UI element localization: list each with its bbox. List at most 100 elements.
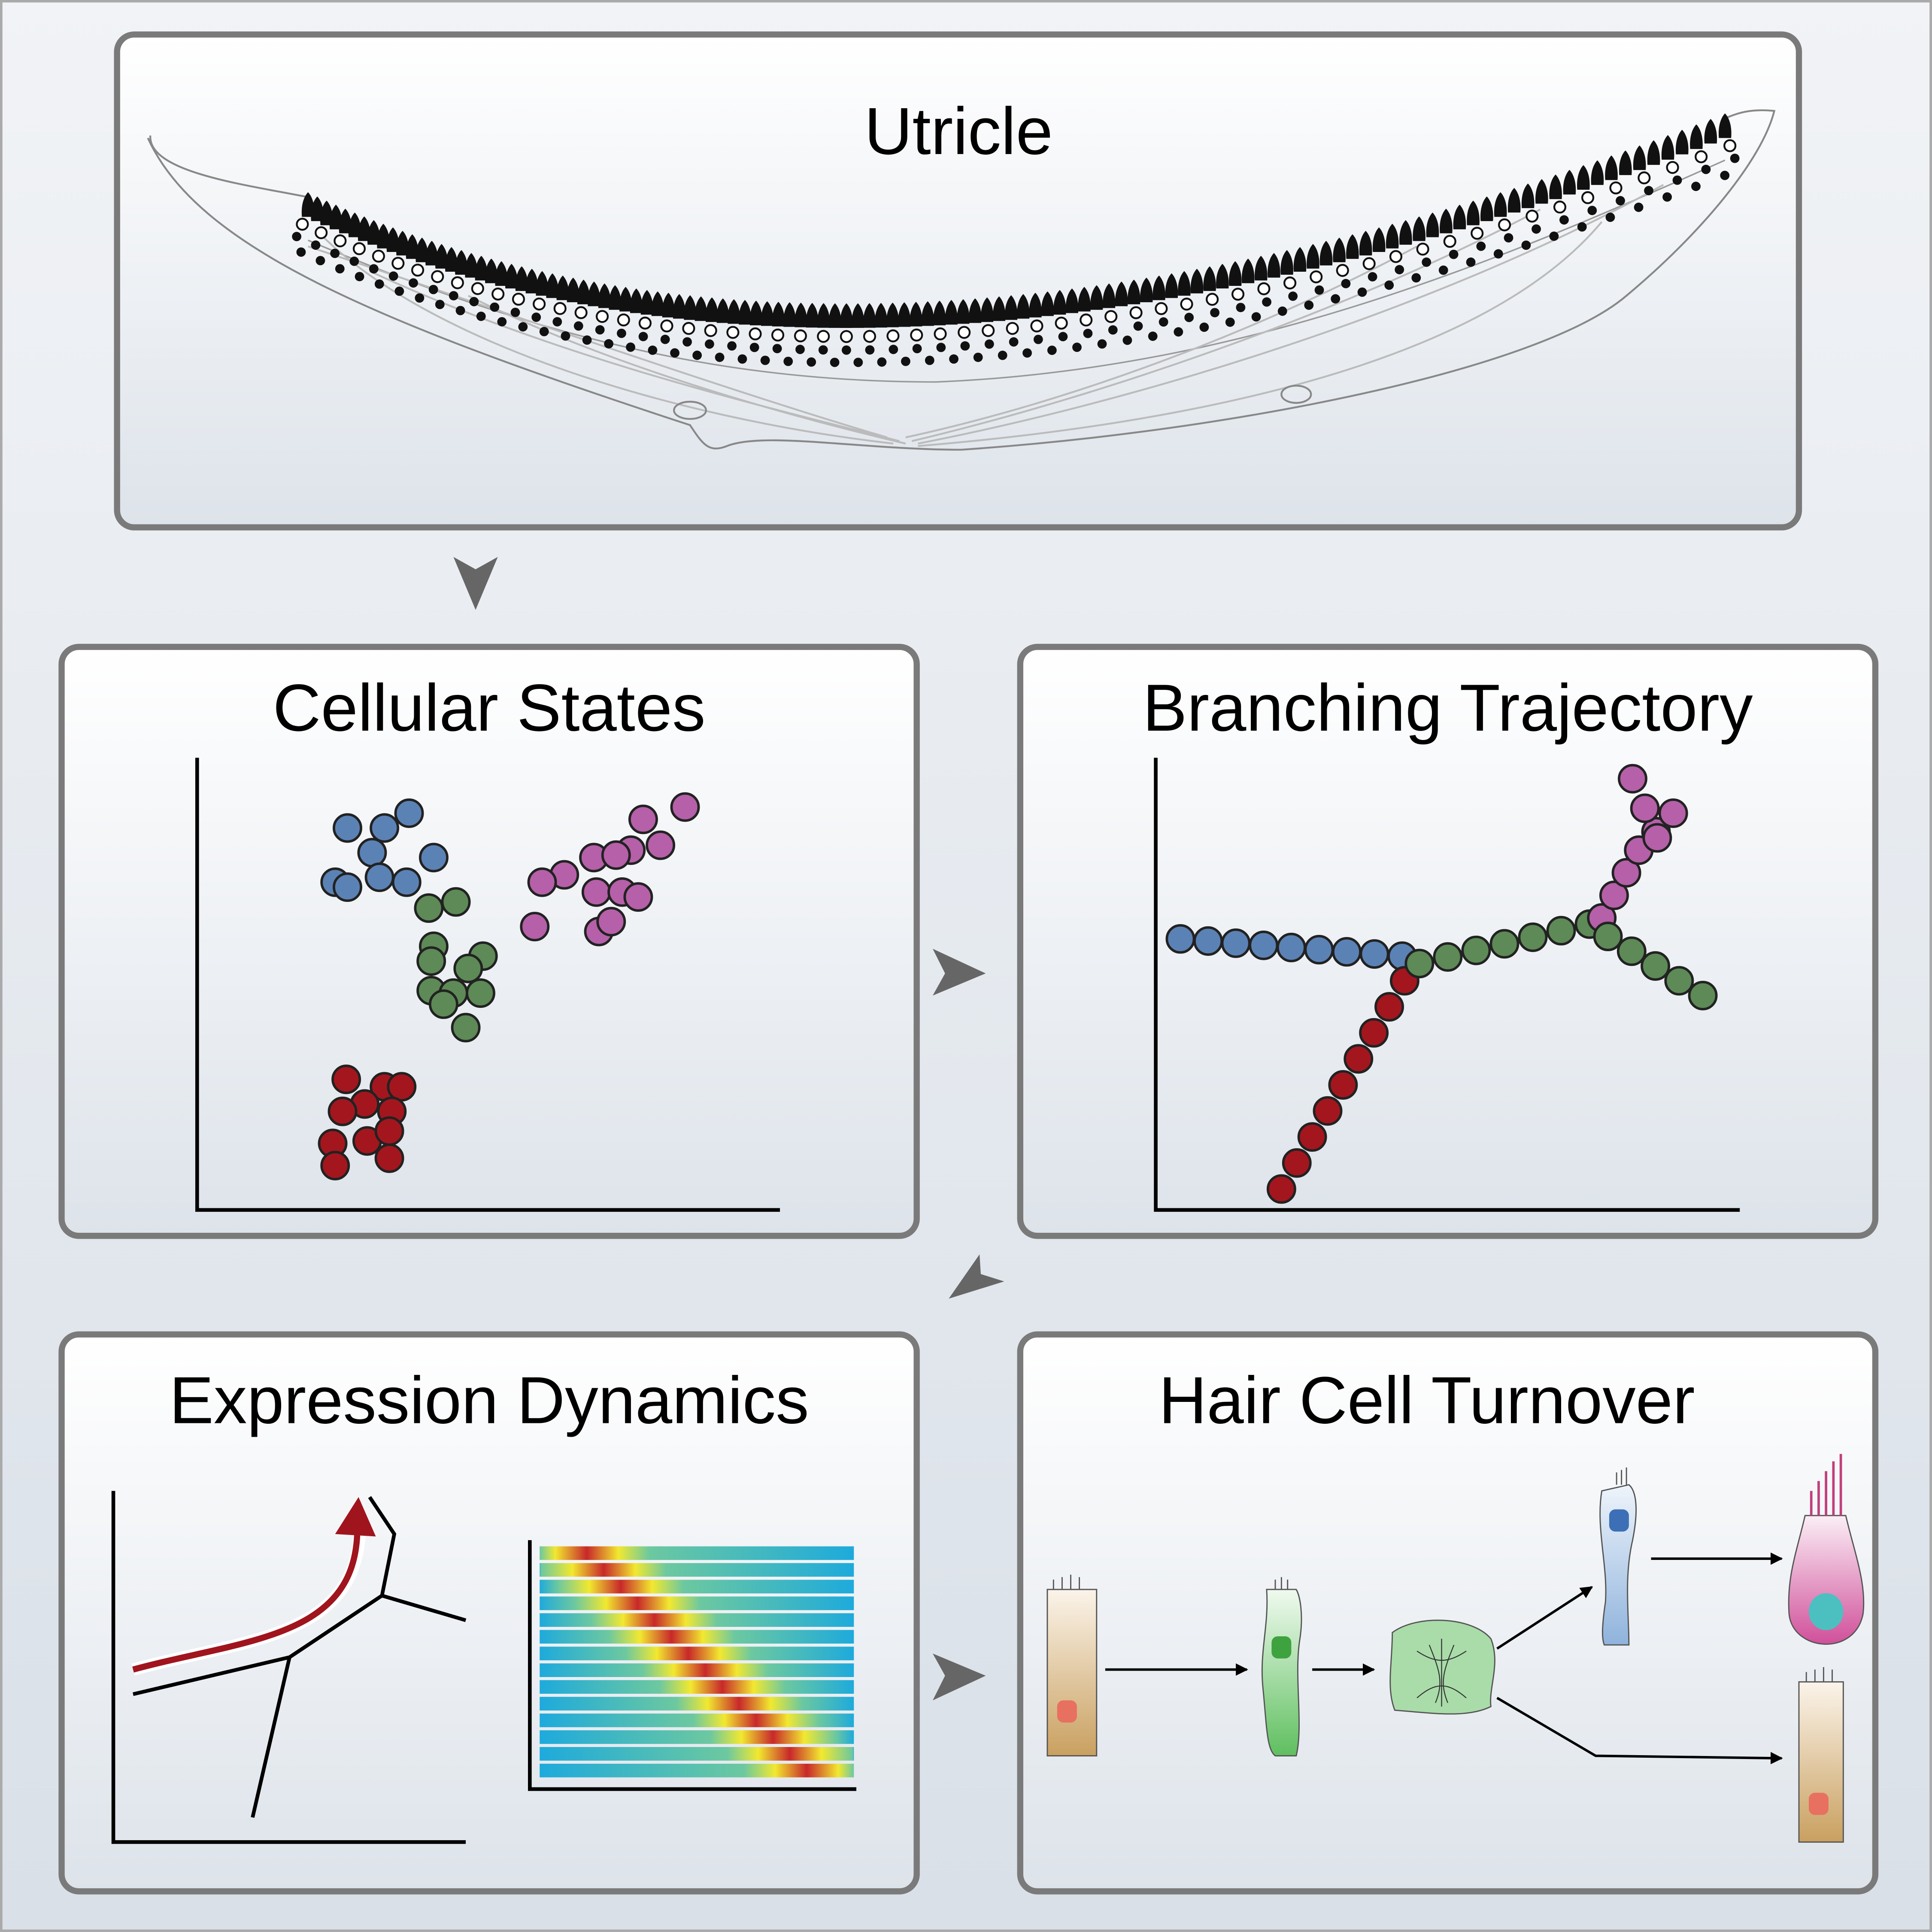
nucleus	[1449, 249, 1459, 259]
trajectory-points	[1165, 764, 1718, 1204]
hair-cell	[485, 258, 498, 283]
hair-cell	[772, 302, 785, 327]
flow-arrow	[932, 1653, 986, 1701]
support-cell	[533, 297, 546, 311]
hair-cell	[588, 281, 601, 306]
support-cell	[296, 218, 309, 231]
trajectory-point	[1359, 1018, 1389, 1048]
nucleus	[1199, 322, 1209, 332]
utricle-outline	[147, 109, 1776, 451]
hair-cell	[1704, 119, 1717, 144]
cell-point	[374, 1116, 404, 1146]
support-cell	[1180, 297, 1193, 311]
nucleus	[1701, 164, 1711, 174]
cell-point	[331, 1065, 361, 1095]
trajectory-point	[1344, 1044, 1374, 1074]
nucleus	[783, 356, 793, 366]
nucleus	[1022, 348, 1032, 358]
heatmap-row	[540, 1596, 854, 1611]
hair-cell	[1127, 279, 1140, 304]
support-cell	[1389, 250, 1403, 263]
hair-cell	[425, 240, 438, 266]
hair-cell	[817, 303, 830, 328]
support-cell	[958, 326, 971, 339]
panel-title: Expression Dynamics	[169, 1363, 809, 1437]
support-cell	[1336, 264, 1349, 277]
hair-cell	[683, 295, 697, 320]
nucleus	[617, 328, 626, 338]
hair-cell	[567, 277, 580, 303]
hair-cell	[1228, 261, 1242, 286]
hair-cell	[1153, 275, 1165, 300]
hair-cell	[406, 234, 419, 259]
heatmap-row	[540, 1763, 854, 1777]
nucleus	[539, 327, 549, 337]
nucleus	[1559, 215, 1569, 225]
hair-cell	[1386, 224, 1399, 249]
hair-cell	[1690, 124, 1703, 149]
trajectory-point	[1688, 980, 1718, 1010]
hair-cell	[640, 290, 654, 315]
hair-cell	[1053, 290, 1066, 315]
support-cell	[553, 302, 567, 315]
support-cell	[1498, 218, 1511, 231]
support-cell	[372, 249, 385, 263]
panel-title: Utricle	[864, 94, 1053, 168]
heatmap-row	[540, 1647, 854, 1661]
nucleus	[1047, 346, 1057, 355]
trajectory-point	[1546, 916, 1576, 946]
hair-cell	[515, 266, 528, 291]
nucleus	[1122, 335, 1132, 345]
hair-cell	[1413, 216, 1425, 241]
cell-point	[428, 989, 458, 1019]
nucleus	[877, 357, 887, 367]
cell-point	[596, 907, 626, 937]
nucleus	[960, 341, 970, 351]
nucleus	[311, 240, 321, 250]
flow-arrow	[453, 557, 498, 610]
nucleus	[841, 345, 851, 355]
nucleus	[595, 325, 605, 335]
nucleus	[1438, 265, 1448, 275]
hair-cell	[367, 220, 380, 245]
hair-cell	[716, 298, 729, 323]
support-cell	[617, 313, 630, 327]
nucleus	[435, 300, 445, 309]
hair-cell	[505, 264, 518, 288]
trend-arrowhead	[335, 1497, 376, 1537]
nucleus	[330, 249, 340, 258]
nucleus	[1521, 240, 1531, 250]
hair-cell	[1521, 183, 1535, 208]
support-cell	[595, 310, 609, 323]
nucleus	[1058, 332, 1068, 342]
cell-point	[320, 1151, 350, 1180]
panel-title: Hair Cell Turnover	[1159, 1363, 1695, 1437]
nucleus	[449, 291, 458, 300]
support-cell	[1471, 227, 1484, 240]
hair-cell	[1453, 204, 1466, 230]
hair-cell	[1619, 150, 1632, 175]
support-cell	[391, 257, 405, 270]
hair-cell	[1467, 200, 1480, 225]
nucleus	[1314, 285, 1324, 295]
nucleus	[1174, 327, 1183, 337]
nucleus	[1236, 303, 1246, 312]
hair-cell	[1549, 174, 1562, 199]
nucleus	[1395, 265, 1404, 275]
support-cell	[660, 319, 673, 333]
hair-cell	[1280, 250, 1293, 275]
nucleus	[984, 339, 994, 349]
hair-cell	[525, 269, 538, 294]
trajectory-point	[1374, 992, 1404, 1022]
cell-point	[394, 798, 424, 828]
support-cell	[1030, 319, 1043, 333]
cell-point	[414, 893, 444, 923]
nucleus	[830, 358, 840, 367]
hair-cell	[705, 297, 719, 322]
heatmap-row	[540, 1663, 854, 1677]
flow-arrow	[949, 1254, 1004, 1299]
nucleus	[296, 247, 306, 257]
axis	[111, 1491, 466, 1844]
support-cell	[1080, 313, 1093, 327]
hair-cell	[957, 299, 970, 324]
